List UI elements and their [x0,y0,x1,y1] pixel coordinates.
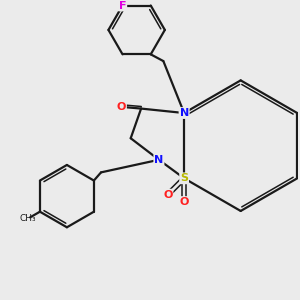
Text: N: N [154,155,164,165]
Text: CH₃: CH₃ [20,214,36,223]
Text: F: F [119,1,126,10]
Text: S: S [180,173,188,183]
Text: O: O [117,102,126,112]
Text: O: O [163,190,172,200]
Text: O: O [179,197,189,207]
Text: N: N [179,108,189,118]
